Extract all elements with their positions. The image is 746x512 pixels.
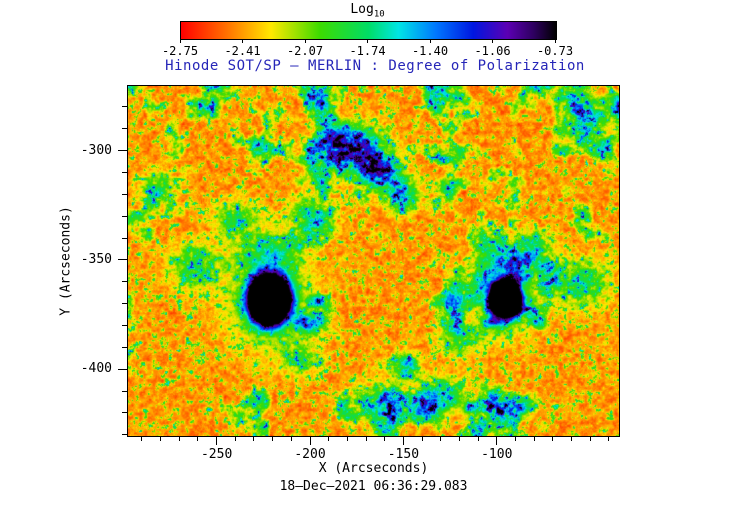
colorbar-title: Log10	[180, 2, 555, 20]
x-tick-label: -150	[387, 447, 420, 462]
y-minor-tick-mark	[122, 390, 127, 392]
x-axis-label: X (Arcseconds)	[318, 461, 429, 476]
y-minor-tick-mark	[122, 193, 127, 195]
x-minor-tick-mark	[552, 437, 554, 441]
colorbar-title-text: Log	[350, 2, 374, 17]
x-minor-tick-mark	[178, 437, 180, 441]
x-minor-tick-mark	[440, 437, 442, 441]
x-minor-tick-mark	[141, 437, 143, 441]
colorbar-tick-mark	[179, 40, 181, 43]
x-tick-mark	[402, 437, 404, 445]
y-minor-tick-mark	[122, 303, 127, 305]
colorbar-tick-label: -1.74	[349, 44, 386, 58]
colorbar-tick-mark	[367, 40, 368, 43]
y-minor-tick-mark	[122, 215, 127, 217]
colorbar-tick-mark	[492, 40, 493, 43]
x-tick-label: -250	[200, 447, 233, 462]
x-tick-label: -200	[294, 447, 326, 462]
y-tick-mark	[118, 259, 127, 261]
x-minor-tick-mark	[290, 437, 292, 441]
y-minor-tick-mark	[122, 237, 127, 239]
colorbar-tick-label: -0.73	[536, 44, 574, 58]
x-minor-tick-mark	[234, 437, 236, 441]
x-minor-tick-mark	[514, 437, 516, 441]
x-minor-tick-mark	[533, 437, 535, 441]
x-tick-mark	[309, 437, 311, 445]
x-minor-tick-mark	[458, 437, 460, 441]
y-tick-mark	[118, 368, 127, 370]
y-tick-mark	[118, 150, 127, 152]
x-tick-mark	[216, 437, 218, 445]
x-minor-tick-mark	[608, 437, 610, 441]
x-tick-mark	[496, 437, 498, 445]
x-minor-tick-mark	[570, 437, 572, 441]
colorbar-tick-label: -1.06	[474, 44, 511, 58]
y-minor-tick-mark	[122, 106, 127, 108]
colorbar-title-subscript: 10	[373, 9, 385, 20]
colorbar-tick-mark	[554, 40, 556, 43]
y-axis-label: Y (Arcseconds)	[58, 206, 74, 316]
x-minor-tick-mark	[197, 437, 199, 441]
colorbar-tick-label: -2.07	[286, 44, 324, 58]
colorbar-tick-label: -1.40	[411, 44, 449, 58]
y-minor-tick-mark	[122, 128, 127, 130]
x-minor-tick-mark	[272, 437, 274, 441]
colorbar-gradient	[181, 22, 556, 39]
plot-frame	[127, 85, 620, 437]
y-minor-tick-mark	[122, 434, 127, 436]
y-minor-tick-mark	[122, 324, 127, 326]
x-minor-tick-mark	[253, 437, 255, 441]
x-minor-tick-mark	[365, 437, 367, 441]
x-minor-tick-mark	[589, 437, 591, 441]
x-minor-tick-mark	[328, 437, 330, 441]
colorbar-tick-mark	[429, 40, 431, 43]
colorbar	[180, 21, 557, 40]
y-tick-label: -300	[80, 142, 112, 158]
timestamp: 18—Dec—2021 06:36:29.083	[279, 479, 468, 494]
x-minor-tick-mark	[477, 437, 479, 441]
colorbar-tick-label: -2.75	[161, 44, 199, 58]
x-minor-tick-mark	[384, 437, 386, 441]
colorbar-tick-mark	[242, 40, 243, 43]
x-minor-tick-mark	[421, 437, 423, 441]
x-minor-tick-mark	[346, 437, 348, 441]
colorbar-tick-mark	[304, 40, 306, 43]
colorbar-tick-label: -2.41	[224, 44, 261, 58]
y-minor-tick-mark	[122, 171, 127, 173]
x-tick-label: -100	[481, 447, 513, 462]
y-tick-label: -400	[80, 361, 112, 377]
y-minor-tick-mark	[122, 281, 127, 283]
heatmap-canvas	[128, 86, 619, 436]
x-minor-tick-mark	[160, 437, 162, 441]
y-minor-tick-mark	[122, 412, 127, 414]
plot-title: Hinode SOT/SP — MERLIN : Degree of Polar…	[165, 58, 585, 74]
y-tick-label: -350	[80, 251, 112, 267]
y-minor-tick-mark	[122, 346, 127, 348]
